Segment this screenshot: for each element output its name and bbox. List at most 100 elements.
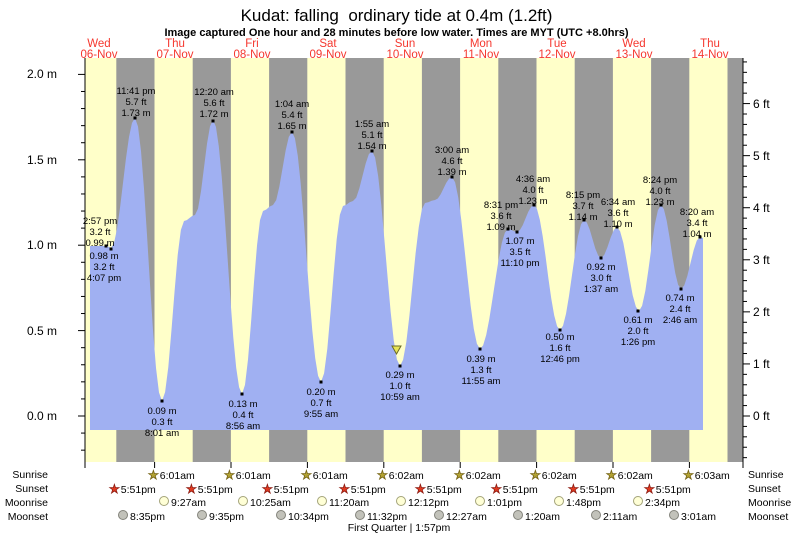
moonset-entry: 8:35pm <box>118 510 165 523</box>
tide-annotation-line: 0.61 m <box>623 315 653 326</box>
moonrise-entry: 9:27am <box>159 496 206 509</box>
sunrise-time: 6:01am <box>235 470 271 482</box>
ft-axis-label: 5 ft <box>753 148 770 163</box>
moonrise-row-label-right: Moonrise <box>748 497 792 509</box>
sunrise-entry: ★6:02am <box>377 468 424 483</box>
sunrise-time: 6:02am <box>617 470 653 482</box>
tide-annotation-line: 1:26 pm <box>620 336 656 348</box>
tide-annotation-line: 1.54 m <box>357 140 387 152</box>
tide-annotation-line: 0.3 ft <box>151 416 173 428</box>
sunset-entry: ★5:51pm <box>262 482 309 497</box>
tide-annotation-line: 1:04 am <box>274 99 310 110</box>
current-time-marker <box>391 345 402 356</box>
tide-annotation-line: 1:37 am <box>583 283 619 295</box>
tide-annotation-line: 1.65 m <box>277 120 307 132</box>
tide-annotation: 12:20 am 5.6 ft 1.72 m <box>179 87 249 120</box>
tide-annotation-line: 0.20 m <box>306 387 336 398</box>
tide-point-dot <box>558 328 562 332</box>
sunset-entry: ★5:51pm <box>568 482 615 497</box>
tide-point-dot <box>160 399 164 403</box>
tide-annotation-line: 0.98 m <box>89 251 119 262</box>
moonrise-time: 9:27am <box>171 497 207 509</box>
tide-annotation-line: 3.6 ft <box>490 210 512 222</box>
tide-annotation-line: 4:36 am <box>515 174 551 185</box>
tide-annotation-line: 1.39 m <box>437 166 467 178</box>
tide-annotation: 0.39 m 1.3 ft 11:55 am <box>446 354 516 387</box>
sunrise-time: 6:03am <box>694 470 730 482</box>
tide-annotation: 0.13 m 0.4 ft 8:56 am <box>208 399 278 432</box>
tide-annotation: 0.50 m 1.6 ft 12:46 pm <box>525 332 595 365</box>
tide-annotation-line: 1.23 m <box>645 196 675 208</box>
tide-point-dot <box>370 149 374 153</box>
tide-point-dot <box>532 203 536 207</box>
tide-point-dot <box>104 244 108 248</box>
day-label: Fri 08-Nov <box>220 38 284 61</box>
day-label: Sun 10-Nov <box>373 38 437 61</box>
page-title: Kudat: falling ordinary tide at 0.4m (1.… <box>240 6 553 25</box>
tide-annotation-line: 4.6 ft <box>441 155 463 167</box>
moonrise-entry: 12:12pm <box>396 496 449 509</box>
moonset-time: 8:35pm <box>130 511 166 523</box>
tide-annotation-line: 1.3 ft <box>470 364 492 376</box>
moonrise-time: 1:48pm <box>566 497 602 509</box>
tide-annotation: 8:15 pm 3.7 ft 1.14 m <box>548 190 618 223</box>
tide-annotation-line: 0.13 m <box>228 399 258 410</box>
tide-annotation-line: 1.6 ft <box>549 342 571 354</box>
moonset-moon-icon <box>197 510 207 520</box>
sunrise-row-label-right: Sunrise <box>748 469 784 481</box>
tide-annotation-line: 8:01 am <box>144 427 180 439</box>
sunset-row-label-left: Sunset <box>15 483 48 495</box>
moonset-entry: 9:35pm <box>197 510 244 523</box>
day-date: 12-Nov <box>538 49 576 61</box>
sunrise-star-icon: ★ <box>301 468 313 483</box>
day-label: Wed 06-Nov <box>67 38 131 61</box>
tide-annotation-line: 1.09 m <box>486 221 516 233</box>
day-label: Wed 13-Nov <box>602 38 666 61</box>
moonset-entry: 11:32pm <box>355 510 407 523</box>
tide-annotation: 8:31 pm 3.6 ft 1.09 m <box>466 200 536 233</box>
moonset-moon-icon <box>355 510 365 520</box>
tide-point-dot <box>515 230 519 234</box>
day-date: 06-Nov <box>80 49 118 61</box>
moonrise-moon-icon <box>238 496 248 506</box>
moonset-time: 1:20am <box>525 511 561 523</box>
moonrise-time: 1:01pm <box>487 497 523 509</box>
sunset-time: 5:51pm <box>426 484 462 496</box>
moonrise-row-label-left: Moonrise <box>4 497 48 509</box>
moonrise-entry: 11:20am <box>317 496 369 509</box>
tide-annotation: 0.09 m 0.3 ft 8:01 am <box>127 406 197 439</box>
tide-annotation: 8:20 am 3.4 ft 1.04 m <box>662 207 732 240</box>
tide-annotation-line: 8:20 am <box>679 207 715 218</box>
sunset-entry: ★5:51pm <box>491 482 538 497</box>
moonset-entry: 2:11am <box>591 510 637 523</box>
ft-axis-label: 2 ft <box>753 304 770 319</box>
day-weekday: Thu <box>700 38 720 50</box>
ft-axis-label: 3 ft <box>753 252 770 267</box>
tide-annotation-line: 8:31 pm <box>483 200 519 211</box>
sunset-entry: ★5:51pm <box>415 482 462 497</box>
m-axis-label: 0.0 m <box>26 409 57 423</box>
day-date: 07-Nov <box>156 49 194 61</box>
tide-annotation-line: 2.4 ft <box>669 303 691 315</box>
moonrise-moon-icon <box>475 496 485 506</box>
moonset-time: 12:27am <box>446 511 487 523</box>
moonset-time: 9:35pm <box>209 511 245 523</box>
day-weekday: Sat <box>319 38 337 50</box>
tide-point-dot <box>240 392 244 396</box>
day-date: 13-Nov <box>615 49 653 61</box>
sunset-time: 5:51pm <box>273 484 309 496</box>
tide-annotation-line: 0.92 m <box>586 262 616 273</box>
day-weekday: Sun <box>394 38 416 50</box>
tide-annotation-line: 0.29 m <box>385 370 415 381</box>
moonset-entry: 12:27am <box>434 510 487 523</box>
sunrise-star-icon: ★ <box>377 468 389 483</box>
moonset-time: 3:01am <box>681 511 717 523</box>
tide-annotation-line: 0.99 m <box>85 237 115 249</box>
sunrise-entry: ★6:01am <box>301 468 348 483</box>
sunset-entry: ★5:51pm <box>186 482 233 497</box>
tide-annotation-line: 0.50 m <box>545 332 575 343</box>
tide-annotation-line: 4.0 ft <box>649 185 671 197</box>
moonset-entry: 10:34pm <box>276 510 329 523</box>
sunset-entry: ★5:51pm <box>339 482 386 497</box>
